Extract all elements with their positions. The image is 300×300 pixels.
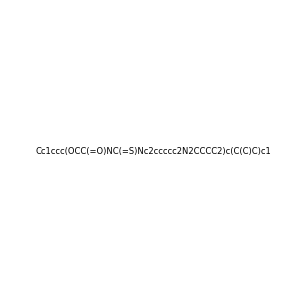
Text: Cc1ccc(OCC(=O)NC(=S)Nc2ccccc2N2CCCC2)c(C(C)C)c1: Cc1ccc(OCC(=O)NC(=S)Nc2ccccc2N2CCCC2)c(C… bbox=[36, 147, 272, 156]
